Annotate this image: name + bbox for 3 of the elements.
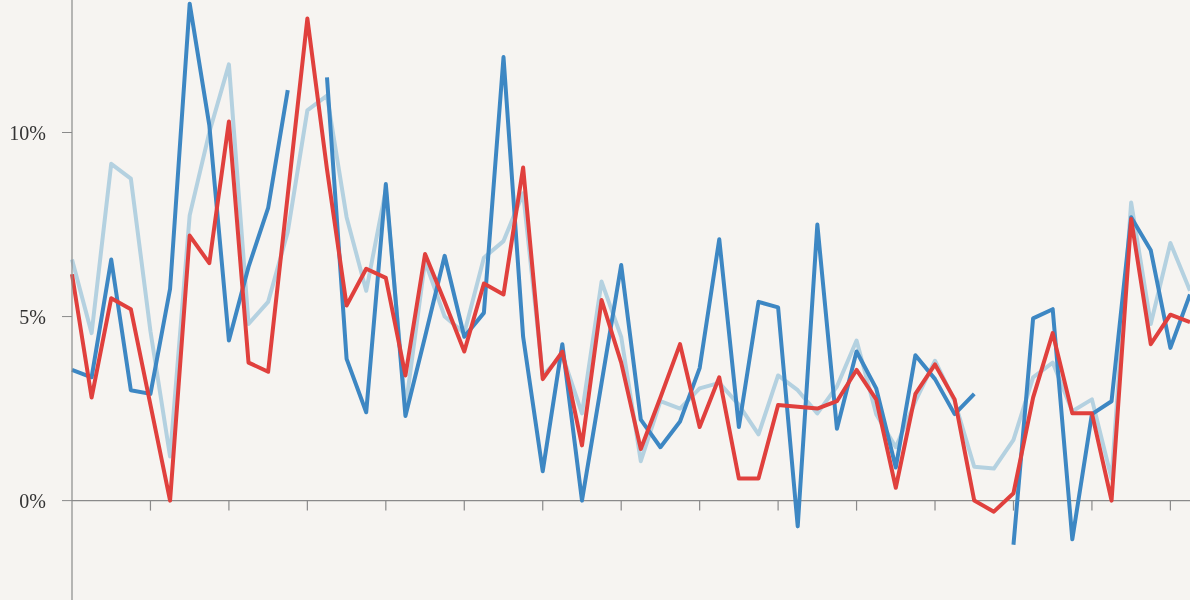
y-tick-label: 10%: [9, 121, 46, 144]
y-tick-label: 0%: [19, 489, 46, 512]
y-tick-label: 5%: [19, 305, 46, 328]
